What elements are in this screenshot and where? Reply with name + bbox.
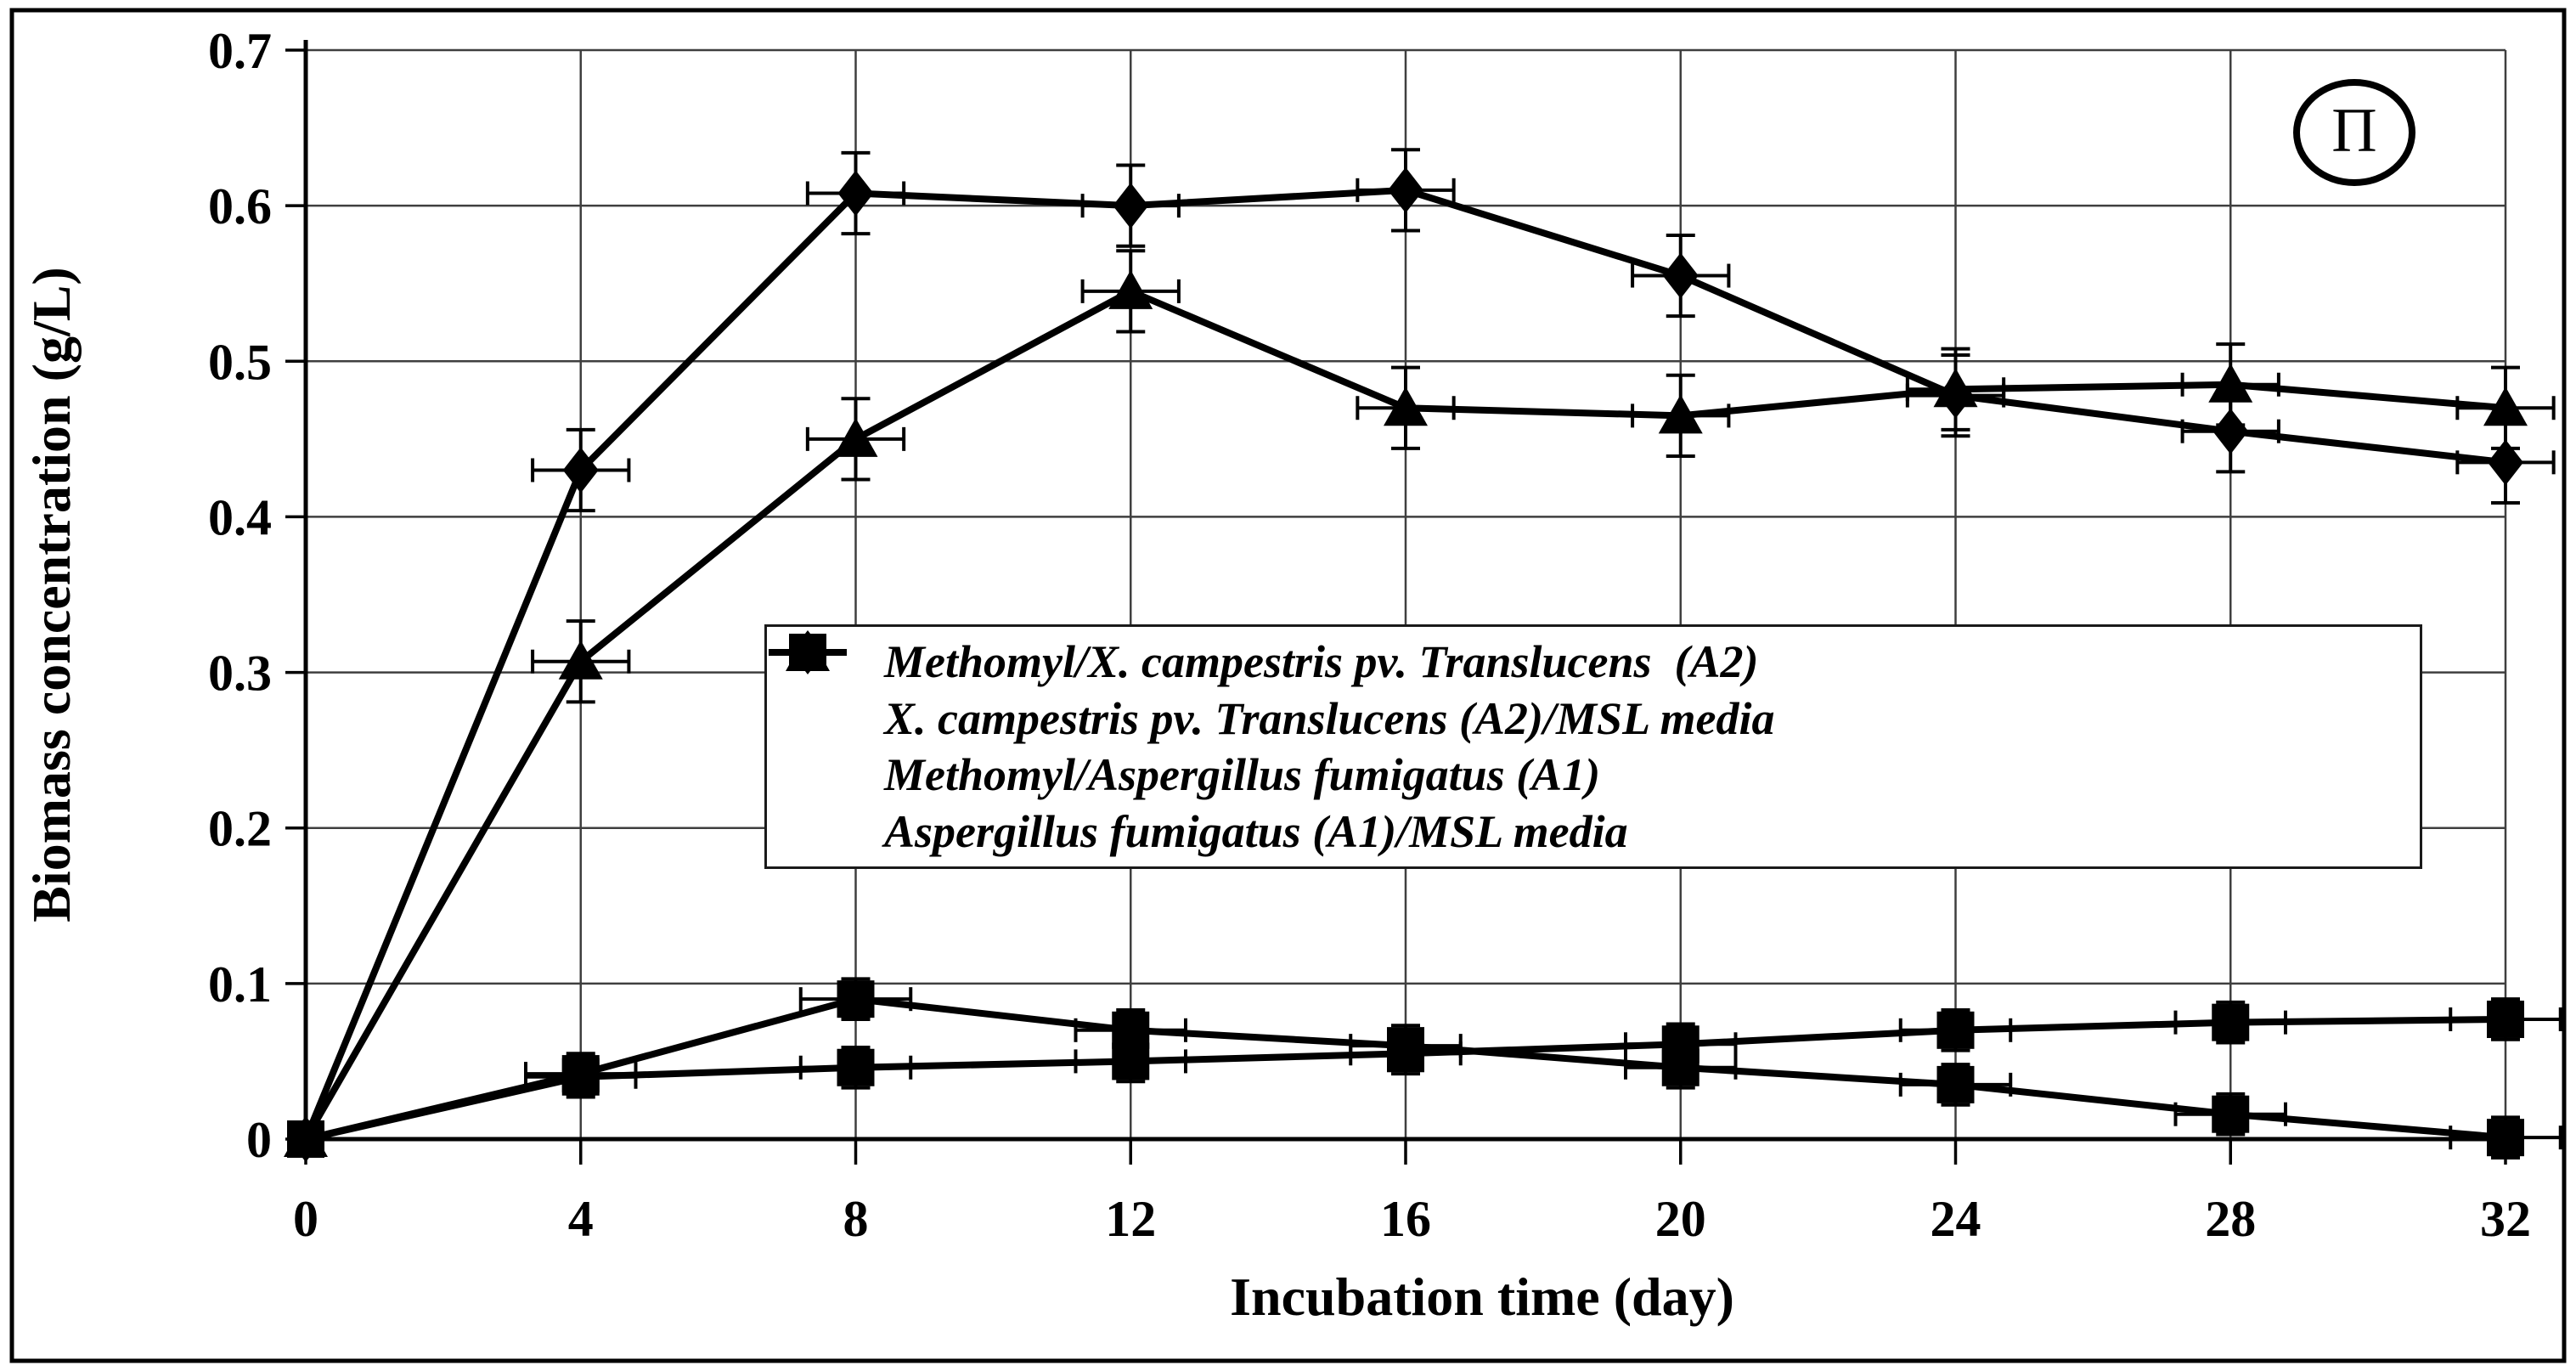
y-tick-label: 0.4	[208, 489, 272, 545]
data-point-marker-diamond	[1388, 166, 1423, 213]
data-point-marker-diamond	[1662, 252, 1699, 299]
data-point-marker-square	[1936, 1011, 1975, 1049]
legend: Methomyl/X. campestris pv. Translucens (…	[764, 624, 2422, 869]
data-point-marker-square	[1661, 1025, 1699, 1064]
y-tick-label: 0.1	[208, 956, 272, 1013]
x-tick-label: 12	[1105, 1191, 1156, 1247]
data-point-marker-square	[2487, 1000, 2524, 1038]
data-point-marker-square	[1936, 1065, 1975, 1103]
pi-badge-label: Π	[2331, 96, 2377, 166]
data-point-marker-triangle	[558, 640, 603, 680]
x-axis-title: Incubation time (day)	[1230, 1267, 1734, 1327]
data-point-marker-triangle	[1108, 269, 1153, 309]
data-point-marker-square	[1387, 1035, 1424, 1073]
legend-item: Methomyl/Aspergillus fumigatus (A1)	[769, 632, 2411, 802]
data-point-marker-square	[287, 1120, 324, 1158]
y-tick-label: 0.5	[208, 334, 272, 390]
x-tick-label: 28	[2205, 1191, 2256, 1247]
data-point-marker-square	[2212, 1003, 2250, 1041]
data-point-marker-diamond	[837, 170, 874, 217]
x-tick-label: 20	[1655, 1191, 1706, 1247]
y-tick-label: 0.3	[208, 646, 272, 702]
legend-label: X. campestris pv. Translucens (A2)/MSL m…	[884, 692, 1775, 744]
data-point-marker-square	[1112, 1042, 1150, 1080]
data-point-marker-square	[2212, 1095, 2250, 1133]
legend-item: Methomyl/X. campestris pv. Translucens (…	[769, 630, 2411, 689]
data-point-marker-triangle	[1933, 368, 1978, 408]
data-point-marker-triangle	[1658, 394, 1703, 434]
y-tick-label: 0.7	[208, 23, 272, 79]
data-point-marker-square	[2487, 1119, 2524, 1157]
figure-border	[9, 8, 2567, 1363]
data-point-marker-diamond	[2488, 439, 2523, 486]
data-point-marker-diamond	[562, 447, 599, 494]
legend-item: X. campestris pv. Translucens (A2)/MSL m…	[769, 634, 2411, 746]
data-point-marker-triangle	[2483, 386, 2528, 426]
x-tick-label: 8	[843, 1191, 869, 1247]
data-point-marker-square	[561, 1058, 600, 1096]
data-point-marker-triangle	[1384, 386, 1428, 426]
pi-badge: Π	[2293, 79, 2415, 186]
x-tick-label: 16	[1380, 1191, 1431, 1247]
data-point-marker-square	[837, 980, 875, 1018]
x-tick-label: 24	[1931, 1191, 1981, 1247]
y-tick-label: 0.2	[208, 801, 272, 857]
data-point-marker-triangle	[2208, 363, 2253, 403]
x-tick-label: 32	[2480, 1191, 2531, 1247]
x-tick-label: 0	[293, 1191, 318, 1247]
y-tick-label: 0	[246, 1112, 272, 1168]
data-point-marker-square	[837, 1048, 875, 1086]
legend-label: Methomyl/X. campestris pv. Translucens (…	[884, 636, 1759, 688]
square-marker-icon	[769, 634, 847, 671]
legend-label: Methomyl/Aspergillus fumigatus (A1)	[884, 749, 1601, 801]
legend-label: Aspergillus fumigatus (A1)/MSL media	[884, 805, 1628, 857]
legend-item: Aspergillus fumigatus (A1)/MSL media	[769, 634, 2411, 859]
data-point-marker-triangle	[833, 417, 878, 457]
y-axis-title: Biomass concentration (g/L)	[21, 267, 82, 922]
data-point-marker-diamond	[2212, 408, 2249, 454]
y-tick-label: 0.6	[208, 178, 272, 234]
x-tick-label: 4	[568, 1191, 594, 1247]
data-point-marker-diamond	[1113, 183, 1149, 229]
